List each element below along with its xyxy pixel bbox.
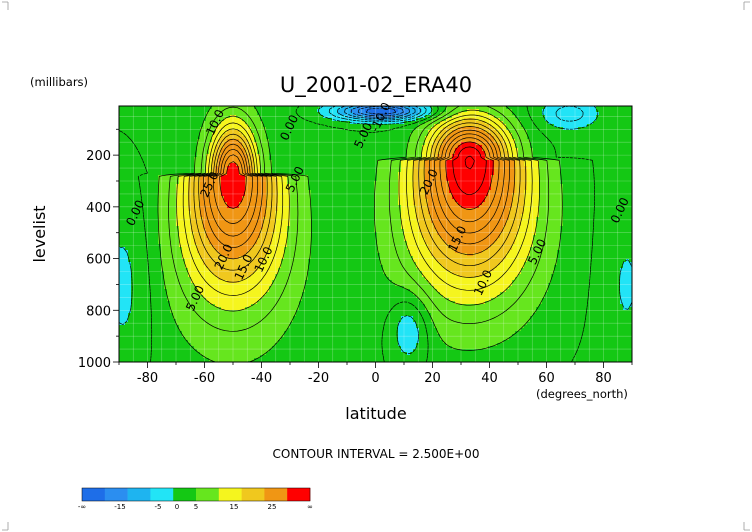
legend-swatch bbox=[82, 488, 106, 501]
x-units-label: (degrees_north) bbox=[536, 387, 628, 401]
x-tick-label: -40 bbox=[251, 371, 272, 386]
y-tick-label: 1000 bbox=[78, 356, 111, 371]
legend-swatch bbox=[287, 488, 311, 501]
grid-layer bbox=[118, 106, 633, 363]
legend-label: ∞ bbox=[307, 503, 313, 511]
legend-label: -5 bbox=[155, 503, 162, 511]
legend-label: 15 bbox=[230, 503, 239, 511]
x-tick-label: 0 bbox=[371, 371, 379, 386]
color-legend: -∞ -15 -5 0 5 15 25 ∞ bbox=[78, 487, 313, 511]
x-axis-label: latitude bbox=[345, 404, 406, 423]
x-tick-label: -80 bbox=[137, 371, 158, 386]
x-tick-label: -60 bbox=[194, 371, 215, 386]
x-tick-label: -20 bbox=[308, 371, 329, 386]
y-axis: 200 400 600 800 1000 bbox=[78, 128, 119, 371]
x-tick-label: 20 bbox=[424, 371, 441, 386]
y-tick-label: 600 bbox=[86, 253, 111, 268]
contour-layer bbox=[118, 105, 633, 363]
y-axis-label: levelist bbox=[30, 205, 49, 262]
legend-label: -15 bbox=[114, 503, 125, 511]
legend-swatch bbox=[150, 488, 174, 501]
legend-label: 5 bbox=[194, 503, 198, 511]
y-units-label: (millibars) bbox=[30, 75, 88, 89]
legend-swatch bbox=[104, 488, 128, 501]
legend-label: -∞ bbox=[78, 503, 86, 511]
chart-title: U_2001-02_ERA40 bbox=[280, 73, 472, 98]
legend-swatch bbox=[196, 488, 220, 501]
legend-swatch bbox=[173, 488, 197, 501]
x-tick-label: 80 bbox=[595, 371, 612, 386]
y-tick-label: 200 bbox=[86, 149, 111, 164]
legend-label: 0 bbox=[175, 503, 179, 511]
x-tick-label: 60 bbox=[538, 371, 555, 386]
y-tick-label: 400 bbox=[86, 201, 111, 216]
legend-swatch bbox=[241, 488, 265, 501]
legend-swatch bbox=[218, 488, 242, 501]
legend-label: 25 bbox=[268, 503, 277, 511]
contour-interval-label: CONTOUR INTERVAL = 2.500E+00 bbox=[273, 447, 480, 461]
x-axis: -80 -60 -40 -20 0 20 40 60 80 bbox=[118, 362, 633, 386]
x-tick-label: 40 bbox=[481, 371, 498, 386]
legend-swatch bbox=[127, 488, 151, 501]
y-tick-label: 800 bbox=[86, 304, 111, 319]
legend-swatch bbox=[264, 488, 288, 501]
